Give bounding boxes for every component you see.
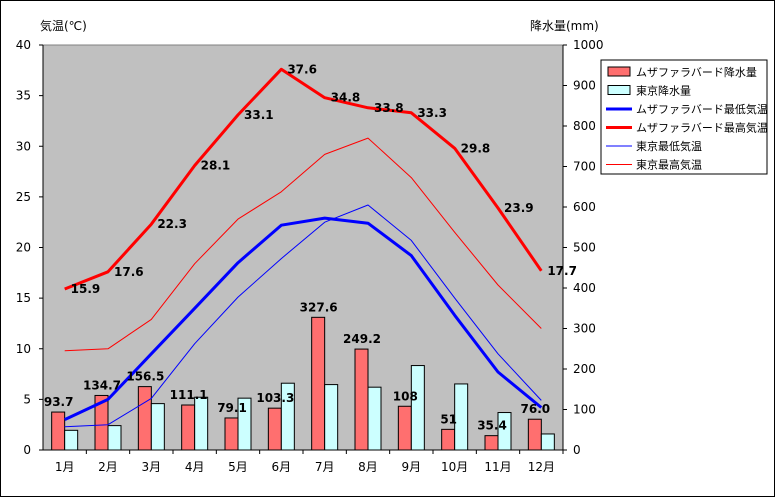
max-temp-data-label: 22.3 xyxy=(157,217,187,231)
temperature-line xyxy=(64,204,542,428)
max-temp-data-label: 34.8 xyxy=(331,91,361,105)
precip-bar xyxy=(181,404,196,451)
precip-bar xyxy=(354,348,369,451)
legend-label: ムザファラバード最低気温 xyxy=(636,102,768,116)
precip-bar xyxy=(324,384,339,451)
max-temp-data-label: 23.9 xyxy=(504,201,534,215)
axes-layer: 0510152025303540010020030040050060070080… xyxy=(16,38,604,474)
legend-label: ムザファラバード降水量 xyxy=(636,65,757,79)
left-axis-tick-label: 5 xyxy=(23,392,31,406)
x-axis-tick-label: 4月 xyxy=(185,460,205,474)
precip-bar xyxy=(527,418,542,451)
left-axis-tick-label: 10 xyxy=(16,342,31,356)
legend-label: 東京最低気温 xyxy=(636,139,702,153)
right-axis-tick-label: 900 xyxy=(573,79,596,93)
legend-box xyxy=(600,59,768,175)
precip-bar xyxy=(311,316,326,451)
precip-data-label: 51 xyxy=(440,412,457,426)
precip-data-label: 93.7 xyxy=(44,395,74,409)
max-temp-data-label: 28.1 xyxy=(201,158,231,172)
lines-layer xyxy=(64,67,543,428)
left-axis-tick-label: 25 xyxy=(16,190,31,204)
right-axis-tick-label: 600 xyxy=(573,200,596,214)
precip-bar xyxy=(410,365,425,451)
precip-data-label: 156.5 xyxy=(126,370,164,384)
precip-bar xyxy=(224,417,239,451)
temperature-line xyxy=(64,216,543,421)
legend-label: ムザファラバード最高気温 xyxy=(636,121,768,135)
max-temp-data-label: 17.7 xyxy=(547,264,577,278)
precip-bar xyxy=(107,425,122,451)
right-axis-tick-label: 700 xyxy=(573,160,596,174)
x-axis-tick-label: 2月 xyxy=(98,460,118,474)
plot-area xyxy=(42,44,564,451)
right-axis-tick-label: 400 xyxy=(573,281,596,295)
precip-bar xyxy=(150,403,165,451)
x-axis-tick-label: 10月 xyxy=(441,460,468,474)
max-temp-data-label: 17.6 xyxy=(114,265,144,279)
x-axis-tick-label: 6月 xyxy=(272,460,292,474)
precip-bar xyxy=(397,405,412,451)
precip-data-label: 249.2 xyxy=(343,332,381,346)
temperature-line xyxy=(64,67,543,291)
x-axis-tick-label: 11月 xyxy=(484,460,511,474)
precip-data-label: 111.1 xyxy=(170,388,208,402)
legend-label: 東京降水量 xyxy=(636,84,691,98)
precip-data-label: 108 xyxy=(393,389,418,403)
left-axis-tick-label: 20 xyxy=(16,241,31,255)
left-axis-tick-label: 35 xyxy=(16,89,31,103)
right-axis-tick-label: 100 xyxy=(573,403,596,417)
right-axis-tick-label: 200 xyxy=(573,362,596,376)
data-labels-layer: 15.9 17.6 22.3 28.1 33.1 37.6 34.8 33.8 33.3 29.8… xyxy=(44,62,577,432)
max-temp-data-label: 33.1 xyxy=(244,108,274,122)
precip-bar xyxy=(137,386,152,451)
precip-bar xyxy=(484,435,499,451)
x-axis-tick-label: 5月 xyxy=(228,460,248,474)
max-temp-data-label: 33.8 xyxy=(374,101,404,115)
x-axis-tick-label: 9月 xyxy=(402,460,422,474)
left-axis-title: 気温(℃) xyxy=(40,18,87,33)
bars-layer xyxy=(51,316,555,451)
max-temp-data-label: 29.8 xyxy=(461,141,491,155)
left-axis-tick-label: 40 xyxy=(16,38,31,52)
precip-data-label: 134.7 xyxy=(83,378,121,392)
right-axis-title: 降水量(mm) xyxy=(530,19,599,33)
right-axis-tick-label: 300 xyxy=(573,322,596,336)
precip-bar xyxy=(540,433,555,451)
precip-bar xyxy=(51,411,66,451)
legend-swatch-bar xyxy=(607,85,631,95)
precip-bar xyxy=(267,407,282,451)
max-temp-data-label: 15.9 xyxy=(71,282,101,296)
right-axis-tick-label: 1000 xyxy=(573,38,604,52)
precip-data-label: 76.0 xyxy=(521,402,551,416)
precip-bar xyxy=(64,429,79,451)
legend-label: 東京最高気温 xyxy=(636,158,702,172)
precip-data-label: 79.1 xyxy=(217,401,247,415)
x-axis-tick-label: 8月 xyxy=(358,460,378,474)
x-axis-tick-label: 3月 xyxy=(142,460,162,474)
right-axis-tick-label: 0 xyxy=(573,443,581,457)
left-axis-tick-label: 30 xyxy=(16,139,31,153)
x-axis-tick-label: 1月 xyxy=(55,460,75,474)
max-temp-data-label: 37.6 xyxy=(287,62,317,76)
legend-swatch-bar xyxy=(607,66,631,77)
precip-bar xyxy=(194,396,209,451)
legend: ムザファラバード降水量東京降水量ムザファラバード最低気温ムザファラバード最高気温… xyxy=(600,59,768,175)
precip-bar xyxy=(367,386,382,451)
x-axis-tick-label: 7月 xyxy=(315,460,335,474)
precip-bar xyxy=(441,428,456,451)
precip-data-label: 103.3 xyxy=(256,391,294,405)
precip-data-label: 35.4 xyxy=(477,419,507,433)
right-axis-tick-label: 500 xyxy=(573,241,596,255)
right-axis-tick-label: 800 xyxy=(573,119,596,133)
x-axis-tick-label: 12月 xyxy=(528,460,555,474)
left-axis-tick-label: 15 xyxy=(16,291,31,305)
left-axis-tick-label: 0 xyxy=(23,443,31,457)
temperature-line xyxy=(64,137,542,352)
max-temp-data-label: 33.3 xyxy=(417,106,447,120)
precip-data-label: 327.6 xyxy=(300,300,338,314)
